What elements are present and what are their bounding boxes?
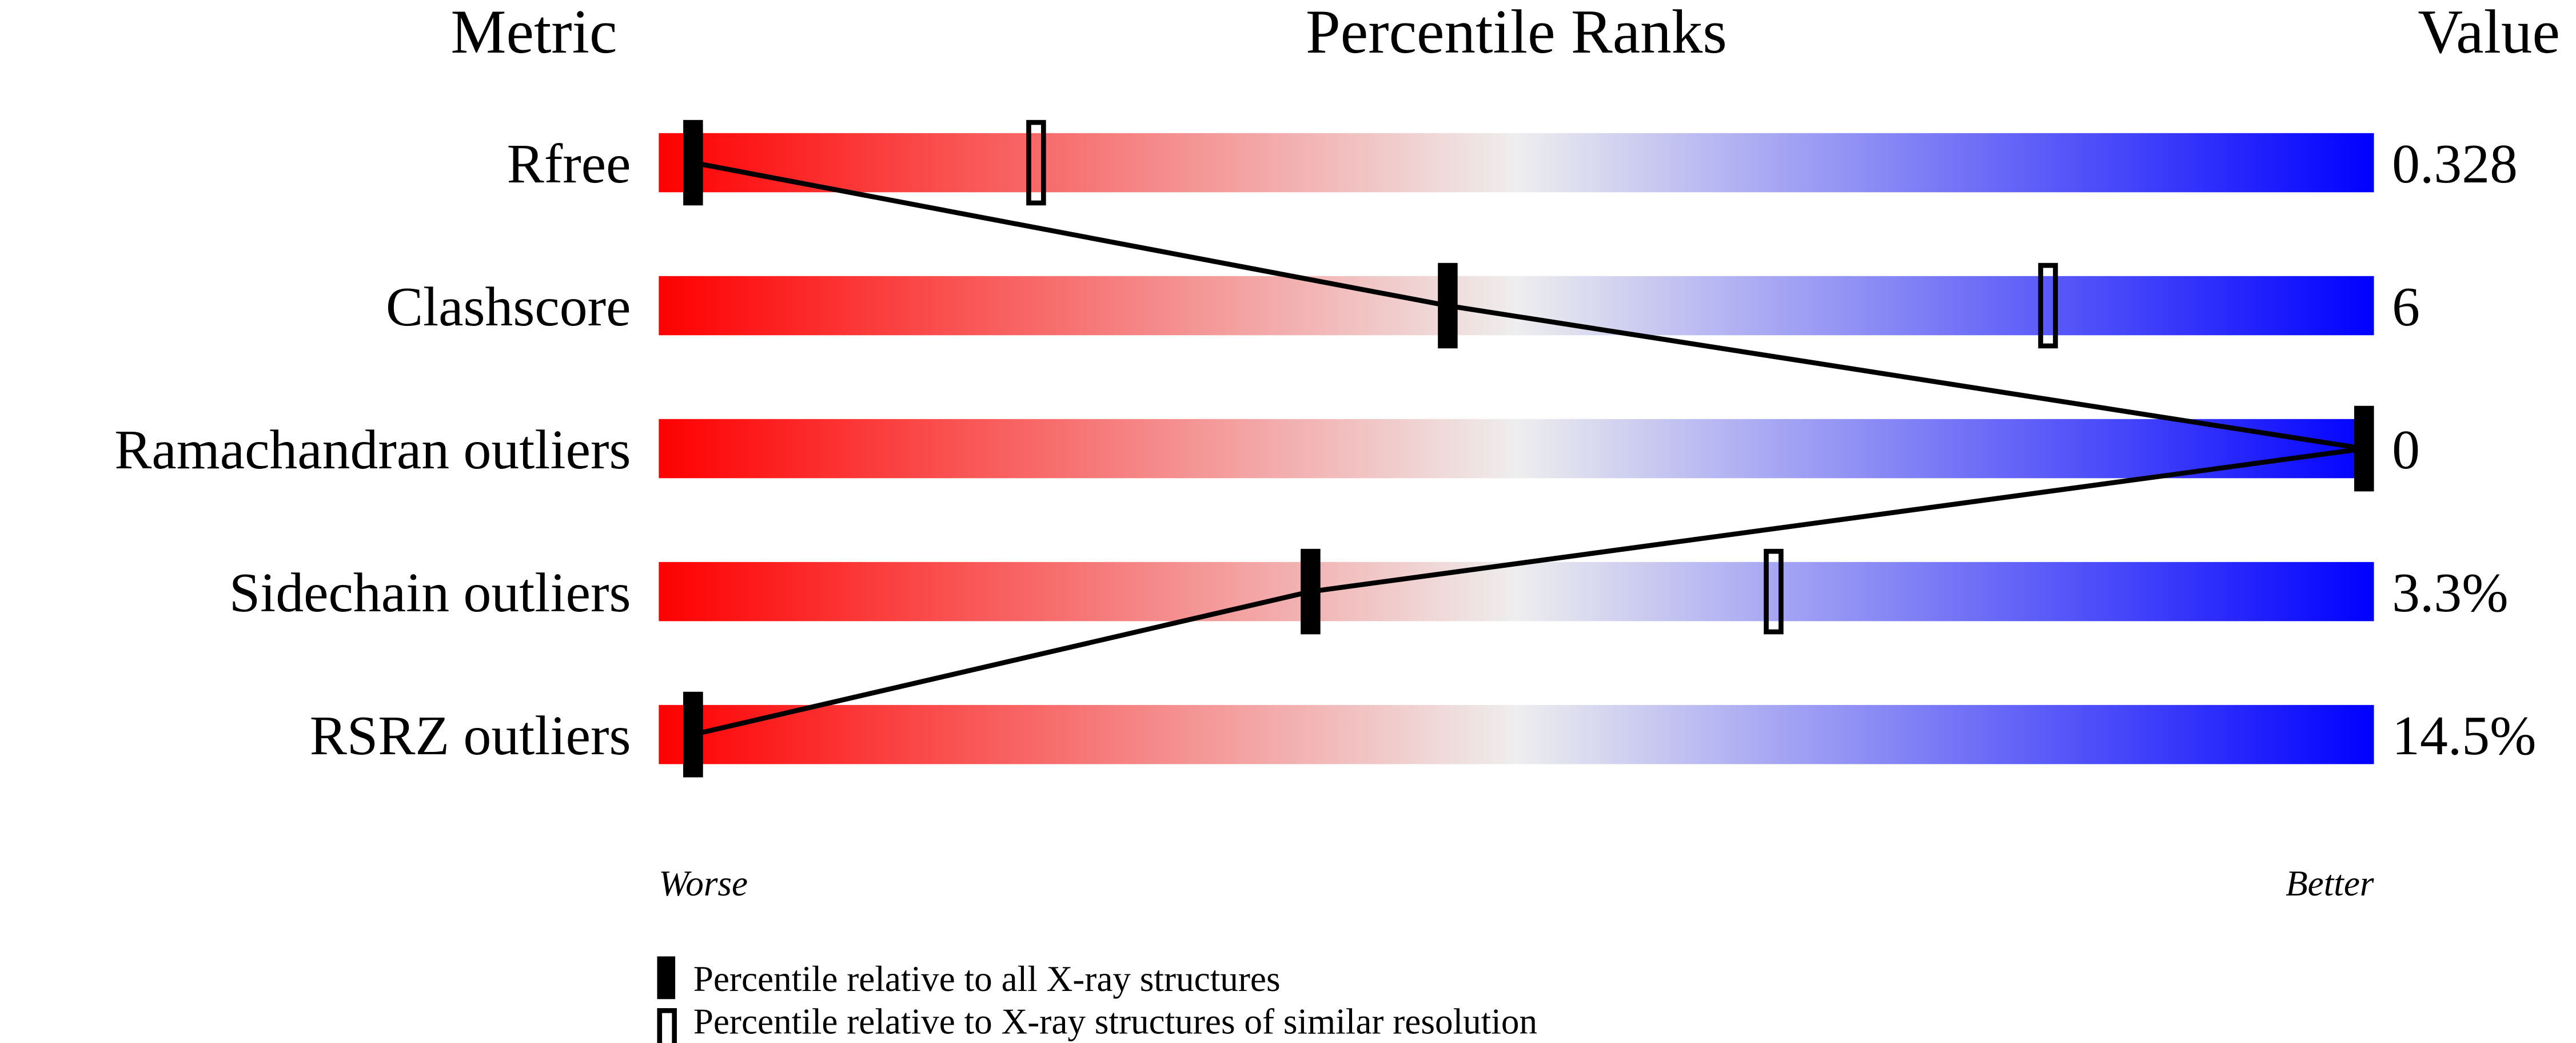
marker-similar-resolution [2038, 262, 2058, 349]
metric-label: Sidechain outliers [229, 562, 631, 624]
marker-all-structures [1438, 262, 1458, 349]
percentile-bar [659, 419, 2374, 479]
legend-hollow-marker [657, 1008, 677, 1043]
metric-value: 3.3% [2392, 562, 2508, 624]
metric-value: 6 [2392, 276, 2420, 338]
marker-similar-resolution [1764, 548, 1784, 635]
legend-label-all: Percentile relative to all X-ray structu… [693, 959, 1281, 999]
metric-label: Rfree [507, 133, 631, 195]
axis-better-label: Better [2286, 863, 2374, 903]
header-percentile-ranks: Percentile Ranks [1306, 0, 1727, 66]
metric-label: Ramachandran outliers [114, 419, 631, 481]
marker-all-structures [683, 691, 703, 778]
metric-value: 14.5% [2392, 705, 2536, 767]
metric-value: 0 [2392, 419, 2420, 481]
percentile-bar [659, 133, 2374, 193]
legend-filled-marker [657, 956, 676, 1000]
axis-worse-label: Worse [659, 863, 748, 903]
header-metric: Metric [450, 0, 617, 66]
metric-value: 0.328 [2392, 133, 2518, 195]
marker-all-structures [1301, 548, 1321, 635]
percentile-bar [659, 704, 2374, 765]
legend-label-similar: Percentile relative to X-ray structures … [693, 1002, 1537, 1042]
header-value: Value [2418, 0, 2560, 66]
metric-label: RSRZ outliers [310, 705, 631, 767]
metric-label: Clashscore [386, 276, 631, 338]
marker-all-structures [683, 120, 703, 206]
percentile-bar [659, 562, 2374, 622]
marker-similar-resolution [1026, 120, 1046, 206]
percentile-bar [659, 276, 2374, 336]
marker-all-structures [2354, 405, 2374, 492]
legend: Percentile relative to all X-ray structu… [657, 956, 1537, 1043]
